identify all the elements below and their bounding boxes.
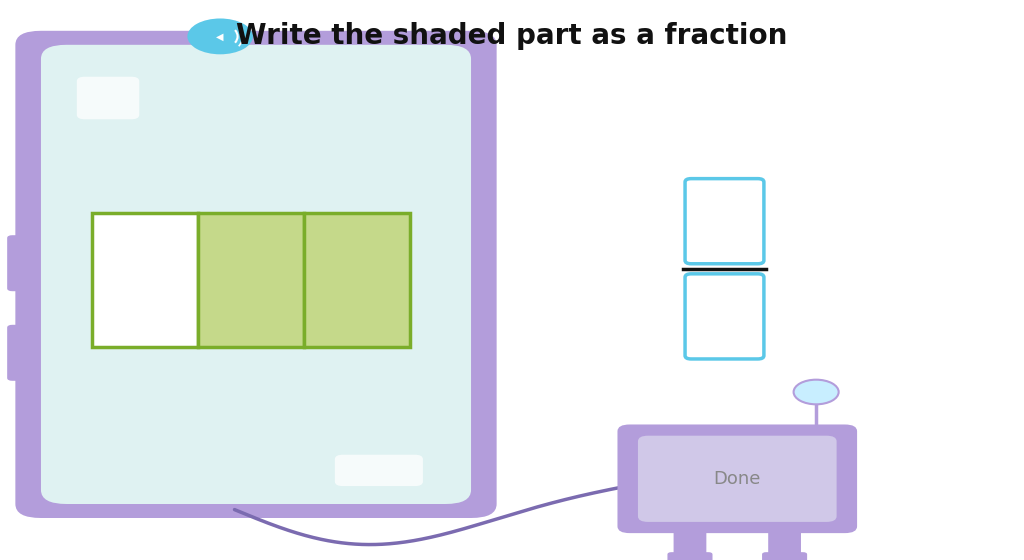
Bar	[92, 213, 198, 347]
Circle shape	[187, 18, 253, 54]
Circle shape	[794, 380, 839, 404]
FancyBboxPatch shape	[638, 436, 837, 522]
FancyBboxPatch shape	[7, 325, 50, 381]
Bar	[304, 213, 410, 347]
FancyBboxPatch shape	[674, 521, 707, 559]
FancyBboxPatch shape	[768, 521, 801, 559]
Text: ◀: ◀	[216, 31, 224, 41]
FancyBboxPatch shape	[762, 552, 807, 560]
FancyBboxPatch shape	[7, 235, 50, 291]
Text: Write the shaded part as a fraction: Write the shaded part as a fraction	[237, 22, 787, 50]
Text: Done: Done	[714, 470, 761, 488]
FancyBboxPatch shape	[668, 552, 713, 560]
FancyBboxPatch shape	[685, 274, 764, 359]
Bar	[198, 213, 304, 347]
FancyBboxPatch shape	[15, 31, 497, 518]
FancyBboxPatch shape	[685, 179, 764, 264]
FancyBboxPatch shape	[77, 77, 139, 119]
FancyBboxPatch shape	[335, 455, 423, 486]
FancyBboxPatch shape	[617, 424, 857, 533]
FancyBboxPatch shape	[41, 45, 471, 504]
